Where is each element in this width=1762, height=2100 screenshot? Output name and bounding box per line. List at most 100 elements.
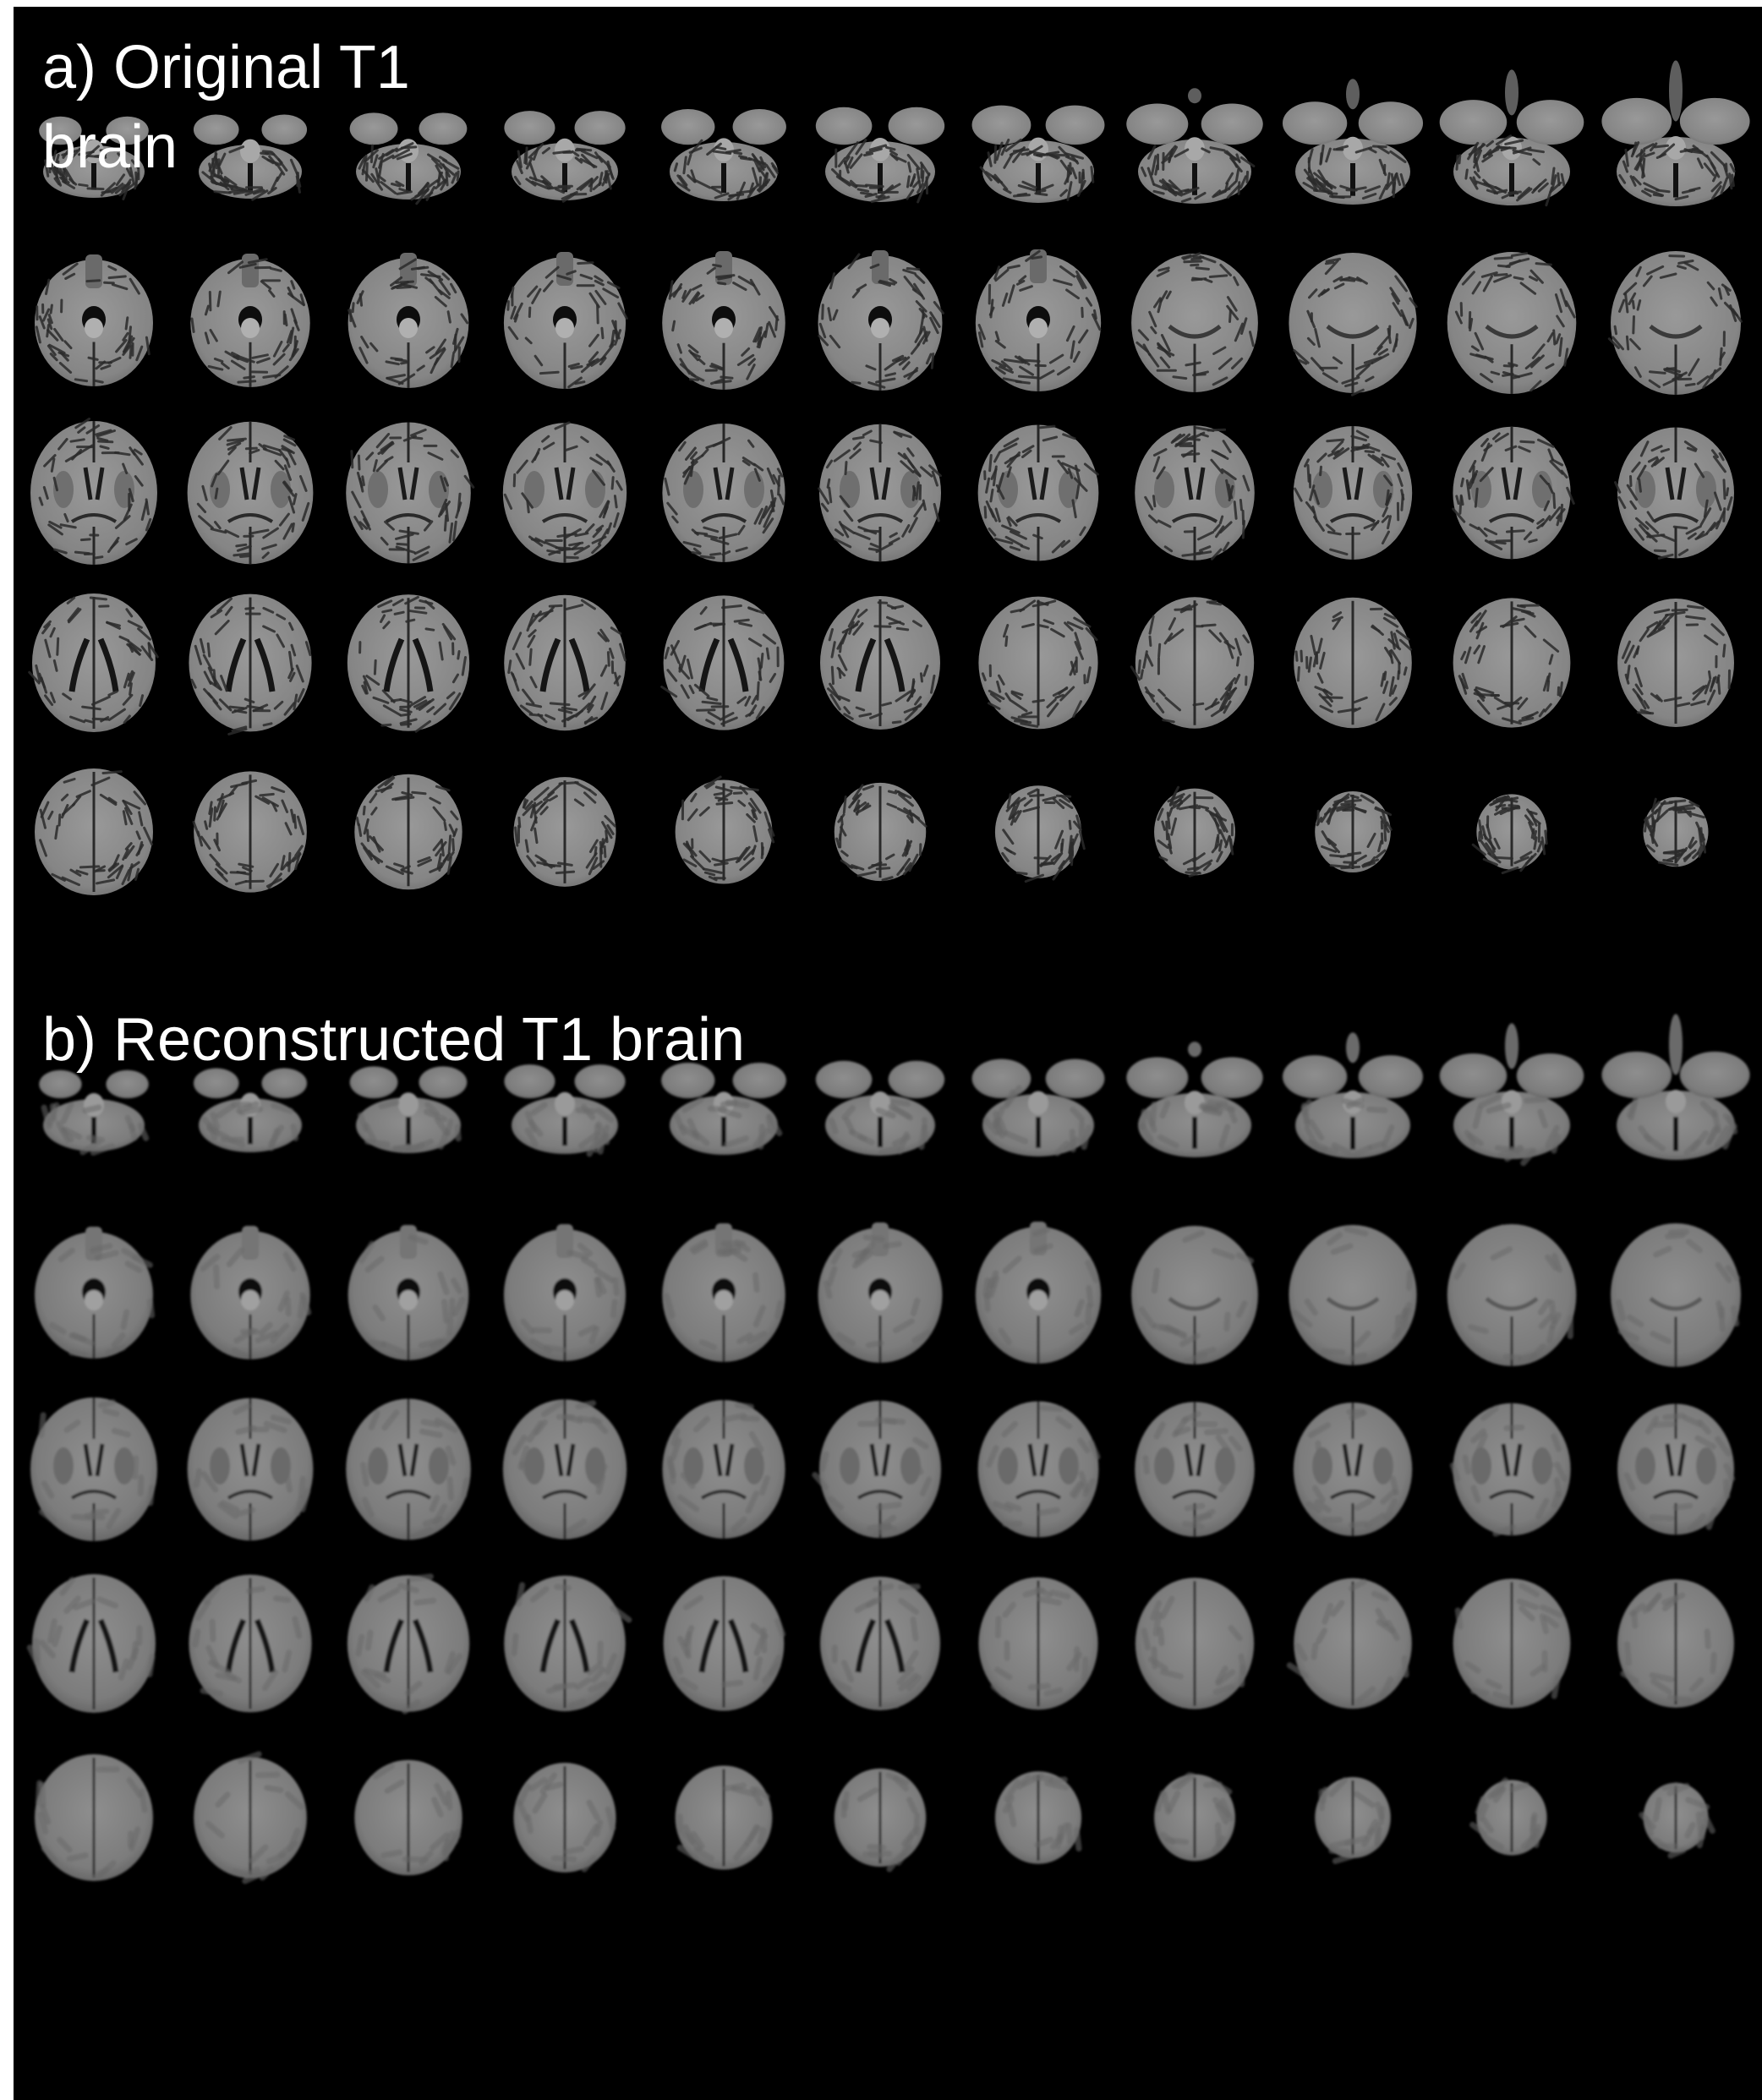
brain-slice	[192, 771, 307, 893]
brain-slice	[504, 111, 626, 203]
brain-slice	[187, 421, 314, 565]
brain-slice	[502, 1399, 627, 1539]
brain-slice	[1135, 1578, 1255, 1709]
brain-slice	[818, 1222, 943, 1363]
brain-slice	[815, 1060, 945, 1156]
brain-slice	[971, 1058, 1105, 1157]
brain-slice	[28, 593, 159, 732]
brain-slice	[349, 1066, 468, 1153]
brain-slice	[190, 254, 310, 387]
brain-slice	[834, 1768, 927, 1873]
brain-slice	[354, 774, 462, 890]
brain-slice	[504, 594, 627, 731]
brain-slice	[834, 782, 928, 882]
brain-slice	[1601, 1014, 1750, 1160]
brain-slice	[1447, 1224, 1577, 1366]
brain-slice	[354, 1759, 462, 1876]
brain-slice	[194, 1751, 307, 1884]
brain-slice	[1289, 1225, 1417, 1365]
brain-slice	[660, 595, 785, 730]
brain-slice	[39, 1069, 150, 1156]
brain-slice	[1439, 69, 1584, 207]
brain-slice	[1643, 796, 1709, 867]
brain-slice	[193, 114, 308, 201]
brain-slice	[662, 1400, 785, 1539]
panel-b-slices	[26, 1014, 1750, 1884]
brain-slice	[1282, 79, 1424, 205]
brain-slice	[994, 1771, 1082, 1864]
brain-slice	[1471, 794, 1548, 875]
brain-slice	[503, 1224, 627, 1361]
brain-slice	[1135, 425, 1255, 561]
brain-slice	[1614, 427, 1734, 560]
brain-slice	[1617, 1579, 1734, 1708]
brain-slice	[1607, 251, 1743, 395]
panel-a-title-line1: a) Original T1	[42, 34, 410, 101]
brain-slice	[663, 1576, 786, 1711]
brain-slice	[30, 1397, 157, 1541]
brain-slice	[1611, 1223, 1741, 1367]
brain-slice	[190, 1226, 312, 1359]
brain-slice	[1315, 1777, 1391, 1864]
panel-a-slices	[28, 60, 1750, 895]
brain-slice	[502, 421, 627, 563]
brain-slice	[347, 1573, 470, 1714]
brain-slice	[1282, 1032, 1424, 1158]
brain-slice	[1154, 785, 1235, 878]
brain-slice	[978, 596, 1098, 730]
brain-slice	[1154, 1772, 1235, 1862]
brain-slice	[1289, 253, 1418, 396]
brain-slice	[975, 1222, 1102, 1364]
brain-slice	[346, 1398, 471, 1540]
brain-slice	[347, 1225, 469, 1360]
brain-slice	[30, 417, 157, 565]
brain-slice	[820, 1577, 940, 1710]
brain-slice	[820, 596, 940, 730]
brain-slice	[193, 1068, 308, 1152]
brain-slice	[189, 1574, 312, 1713]
brain-slice	[1293, 426, 1413, 560]
brain-slice	[35, 254, 153, 386]
brain-slice	[1453, 1578, 1571, 1709]
brain-slice	[1617, 599, 1734, 727]
brain-slice	[35, 768, 154, 895]
brain-slice	[503, 252, 628, 389]
brain-slice	[1449, 1403, 1571, 1537]
brain-slice	[818, 250, 944, 391]
panel-b-title: b) Reconstructed T1 brain	[42, 1006, 746, 1074]
brain-slice	[513, 1763, 616, 1873]
brain-slice	[504, 1575, 632, 1712]
brain-slice	[662, 1223, 785, 1362]
brain-slice	[1135, 1402, 1255, 1537]
brain-slice	[812, 1400, 941, 1539]
brain-slice	[1130, 597, 1255, 729]
brain-slice	[349, 112, 468, 205]
brain-slice	[35, 1227, 156, 1359]
brain-slice	[35, 1754, 153, 1881]
brain-slice	[815, 107, 945, 204]
brain-slice	[1315, 791, 1393, 872]
brain-slice	[513, 777, 616, 887]
brain-slice	[1294, 597, 1413, 729]
brain-slice	[971, 105, 1105, 203]
brain-slice	[1126, 1042, 1263, 1157]
brain-slice	[1452, 426, 1575, 560]
panel-a-title-line2: brain	[42, 113, 178, 181]
figure-canvas: a) Original T1 brain b) Reconstructed T1…	[14, 7, 1762, 2100]
brain-slice	[1447, 252, 1577, 394]
brain-slice	[1293, 1403, 1413, 1536]
brain-slice	[1131, 1226, 1258, 1364]
brain-slice	[26, 1574, 156, 1713]
brain-slice	[346, 422, 475, 564]
brain-slice	[661, 108, 786, 201]
brain-slice	[818, 424, 942, 562]
brain-slice	[994, 785, 1086, 883]
brain-slice	[1617, 1403, 1736, 1535]
brain-slice	[662, 424, 785, 562]
brain-slice	[347, 594, 470, 733]
brain-slice	[1439, 1023, 1584, 1167]
brain-slice	[675, 775, 775, 884]
brain-slice	[662, 251, 785, 390]
brain-slice	[1469, 1777, 1547, 1856]
brain-slice	[187, 1397, 314, 1541]
